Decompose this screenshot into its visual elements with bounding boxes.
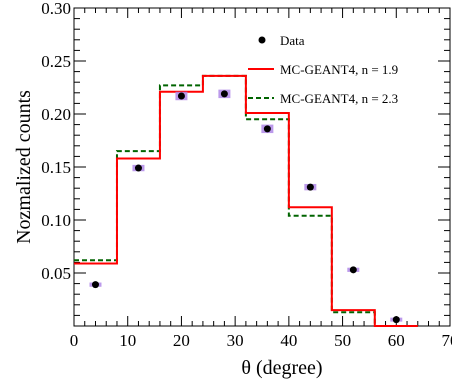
data-point	[306, 183, 314, 191]
plot-border	[73, 7, 451, 327]
x-tick-label: 60	[388, 331, 405, 350]
axis-ticks	[73, 7, 451, 326]
data-point	[134, 164, 142, 172]
x-tick-label: 50	[334, 331, 351, 350]
y-tick-label: 0.30	[41, 0, 71, 18]
y-tick-label: 0.10	[41, 211, 71, 230]
y-tick-labels: 0.05 0.10 0.15 0.20 0.25 0.30	[41, 0, 71, 283]
data-point	[91, 281, 99, 289]
y-axis-title: Nozmalized counts	[13, 90, 35, 244]
data-point	[392, 316, 400, 324]
x-tick-labels: 0 10 20 30 40 50 60 70	[70, 331, 452, 350]
x-tick-label: 20	[173, 331, 190, 350]
legend: Data MC-GEANT4, n = 1.9 MC-GEANT4, n = 2.3	[248, 33, 398, 106]
x-tick-label: 10	[119, 331, 136, 350]
legend-entry-label: MC-GEANT4, n = 2.3	[280, 91, 398, 106]
x-tick-label: 40	[280, 331, 297, 350]
y-tick-label: 0.20	[41, 105, 71, 124]
y-tick-label: 0.05	[41, 264, 71, 283]
data-point	[177, 92, 185, 100]
y-tick-label: 0.25	[41, 52, 71, 71]
plot-frame	[73, 7, 451, 327]
data-point	[349, 266, 357, 274]
x-axis-title: θ (degree)	[241, 357, 322, 379]
mc-histograms	[74, 74, 418, 327]
x-tick-label: 70	[442, 331, 452, 350]
legend-entry-label: Data	[280, 33, 305, 48]
legend-entry-label: MC-GEANT4, n = 1.9	[280, 62, 398, 77]
y-tick-label: 0.15	[41, 158, 71, 177]
x-tick-label: 0	[70, 331, 79, 350]
data-points	[89, 89, 403, 324]
step-line-mc-geant4-n-1-9	[74, 74, 418, 327]
legend-marker-data	[258, 36, 266, 44]
x-tick-label: 30	[227, 331, 244, 350]
data-point	[263, 125, 271, 133]
data-point	[220, 90, 228, 98]
